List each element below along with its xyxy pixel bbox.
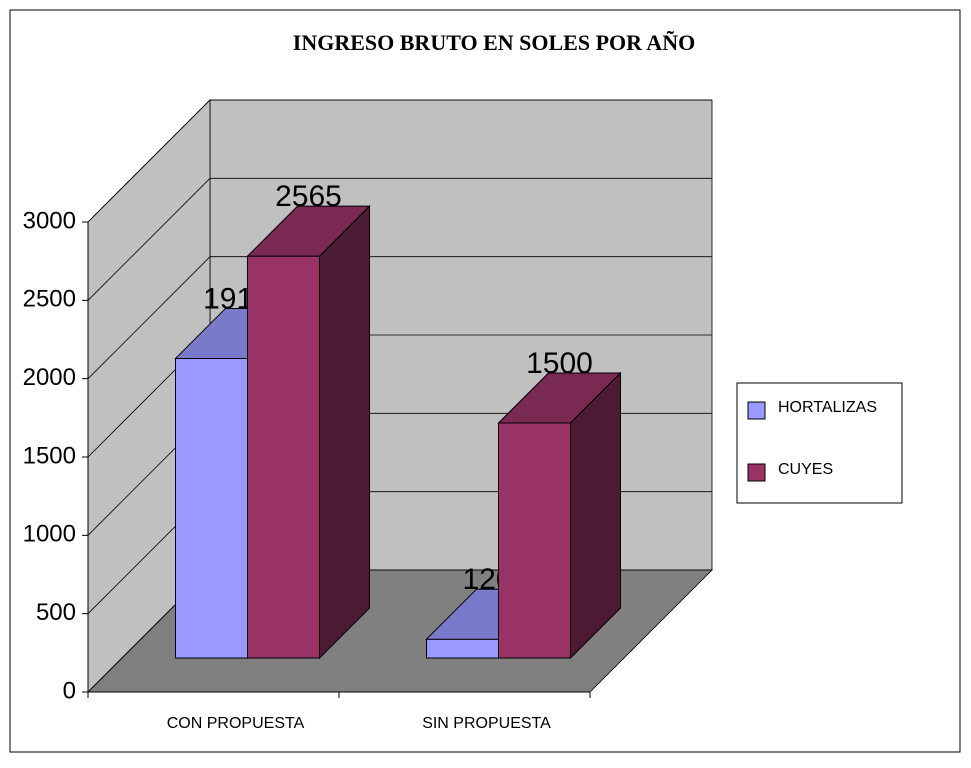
grid-line [87, 178, 211, 301]
y-tick-label: 2000 [23, 364, 76, 391]
x-tick-label: CON PROPUESTA [167, 715, 305, 732]
y-tick-label: 1000 [23, 521, 76, 548]
data-label: 2565 [275, 180, 342, 213]
legend-swatch [747, 401, 766, 420]
bar-front [426, 638, 499, 659]
legend-swatch [747, 463, 766, 482]
y-tick-label: 2500 [23, 286, 76, 313]
grid-line [87, 256, 211, 379]
grid-line [87, 99, 211, 223]
bar-front [498, 422, 571, 659]
y-tick-label: 3000 [23, 207, 76, 234]
y-tick-label: 500 [36, 599, 76, 626]
bar-front [175, 357, 248, 659]
y-tick-label: 0 [63, 677, 76, 704]
bar-side [319, 204, 370, 660]
data-label: 1500 [526, 347, 593, 380]
bar-side [570, 371, 621, 660]
legend-label: CUYES [778, 461, 833, 478]
legend-label: HORTALIZAS [778, 399, 877, 416]
bar-front [247, 255, 320, 659]
y-tick-label: 1500 [23, 442, 76, 469]
chart-title: INGRESO BRUTO EN SOLES POR AÑO [293, 30, 695, 55]
x-tick-label: SIN PROPUESTA [422, 715, 551, 732]
